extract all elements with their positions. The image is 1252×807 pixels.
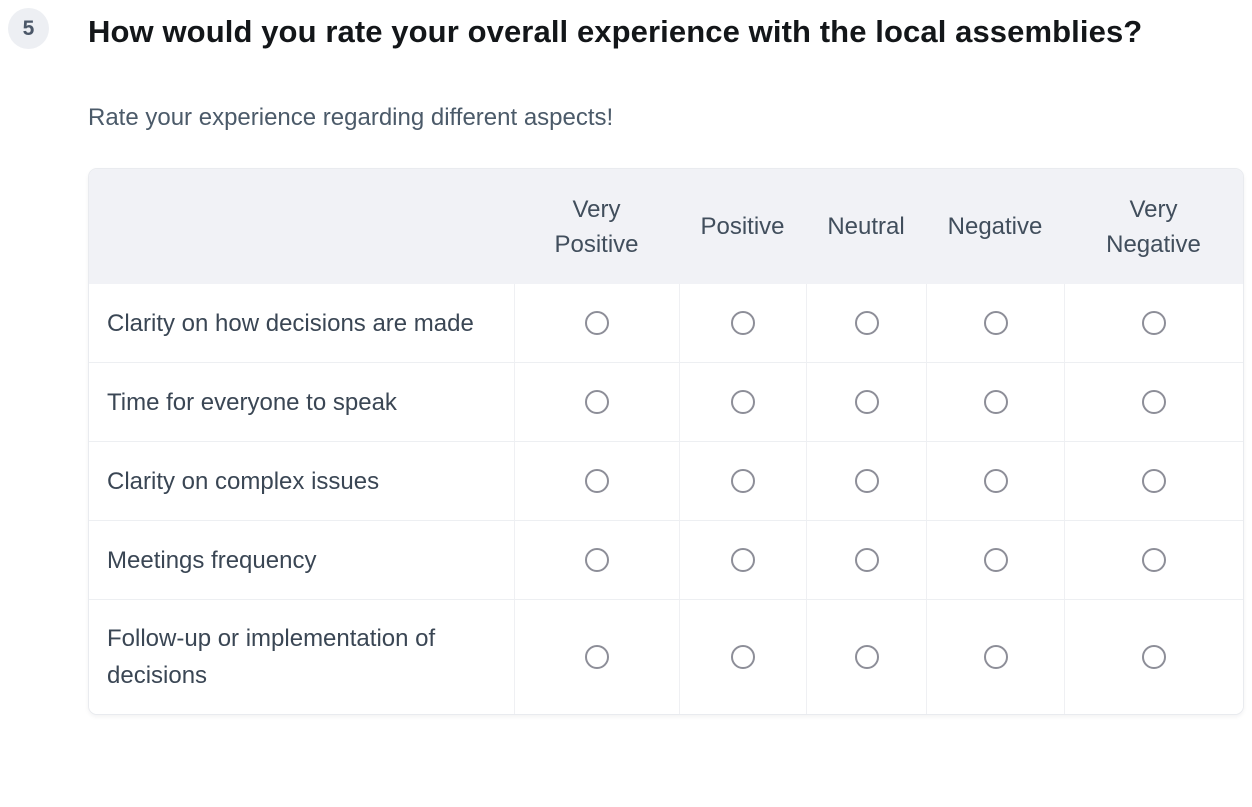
radio-r1-positive[interactable] bbox=[731, 311, 755, 335]
column-header-positive: Positive bbox=[700, 213, 785, 240]
radio-r4-very-positive[interactable] bbox=[585, 548, 609, 572]
radio-cell bbox=[806, 521, 926, 599]
question-number-badge: 5 bbox=[8, 8, 49, 49]
radio-cell bbox=[679, 284, 806, 362]
matrix-corner-cell bbox=[89, 169, 514, 284]
table-row: Clarity on complex issues bbox=[89, 441, 1243, 520]
matrix-header-row: Very Positive Positive Neutral Negative … bbox=[89, 169, 1243, 284]
question-content: How would you rate your overall experien… bbox=[88, 0, 1252, 720]
radio-cell bbox=[926, 600, 1064, 714]
radio-cell bbox=[806, 284, 926, 362]
row-label-complex-issues: Clarity on complex issues bbox=[107, 467, 380, 495]
radio-r1-negative[interactable] bbox=[983, 311, 1008, 335]
radio-r1-neutral[interactable] bbox=[854, 311, 879, 335]
table-row: Meetings frequency bbox=[89, 520, 1243, 599]
question-subtitle: Rate your experience regarding different… bbox=[88, 104, 614, 131]
radio-cell bbox=[514, 521, 679, 599]
radio-cell bbox=[806, 442, 926, 520]
table-row: Time for everyone to speak bbox=[89, 362, 1243, 441]
radio-cell bbox=[1064, 442, 1243, 520]
table-row: Follow-up or implementation of decisions bbox=[89, 599, 1243, 714]
radio-cell bbox=[806, 363, 926, 441]
row-label-follow-up: Follow-up or implementation of decisions bbox=[107, 625, 436, 689]
radio-r4-neutral[interactable] bbox=[854, 548, 879, 572]
radio-cell bbox=[806, 600, 926, 714]
radio-cell bbox=[926, 284, 1064, 362]
column-header-very-positive: Very Positive bbox=[554, 195, 639, 258]
radio-r4-very-negative[interactable] bbox=[1142, 548, 1166, 572]
radio-r5-very-positive[interactable] bbox=[585, 645, 609, 669]
radio-cell bbox=[514, 442, 679, 520]
radio-r5-negative[interactable] bbox=[983, 645, 1008, 669]
radio-cell bbox=[679, 521, 806, 599]
radio-r4-positive[interactable] bbox=[731, 548, 755, 572]
radio-r1-very-negative[interactable] bbox=[1142, 311, 1166, 335]
radio-r2-very-negative[interactable] bbox=[1142, 390, 1166, 414]
radio-r5-neutral[interactable] bbox=[854, 645, 879, 669]
row-label-meetings-frequency: Meetings frequency bbox=[107, 546, 317, 574]
radio-cell bbox=[679, 600, 806, 714]
radio-cell bbox=[514, 284, 679, 362]
radio-cell bbox=[679, 442, 806, 520]
column-header-neutral: Neutral bbox=[827, 213, 905, 240]
radio-r3-negative[interactable] bbox=[983, 469, 1008, 493]
radio-cell bbox=[1064, 363, 1243, 441]
column-header-very-negative: Very Negative bbox=[1106, 195, 1201, 258]
radio-cell bbox=[1064, 284, 1243, 362]
radio-r2-neutral[interactable] bbox=[854, 390, 879, 414]
radio-cell bbox=[514, 363, 679, 441]
radio-cell bbox=[926, 363, 1064, 441]
table-row: Clarity on how decisions are made bbox=[89, 284, 1243, 362]
radio-cell bbox=[926, 521, 1064, 599]
radio-r2-negative[interactable] bbox=[983, 390, 1008, 414]
radio-r2-positive[interactable] bbox=[731, 390, 755, 414]
radio-r4-negative[interactable] bbox=[983, 548, 1008, 572]
radio-r3-positive[interactable] bbox=[731, 469, 755, 493]
radio-r5-positive[interactable] bbox=[731, 645, 755, 669]
radio-cell bbox=[1064, 600, 1243, 714]
column-header-negative: Negative bbox=[947, 213, 1043, 240]
radio-r2-very-positive[interactable] bbox=[585, 390, 609, 414]
question-title: How would you rate your overall experien… bbox=[88, 14, 1143, 49]
radio-r3-very-positive[interactable] bbox=[585, 469, 609, 493]
radio-r3-very-negative[interactable] bbox=[1142, 469, 1166, 493]
radio-r5-very-negative[interactable] bbox=[1142, 645, 1166, 669]
radio-cell bbox=[514, 600, 679, 714]
radio-cell bbox=[1064, 521, 1243, 599]
radio-r1-very-positive[interactable] bbox=[585, 311, 609, 335]
row-label-clarity-decisions: Clarity on how decisions are made bbox=[107, 309, 474, 337]
radio-r3-neutral[interactable] bbox=[854, 469, 879, 493]
radio-cell bbox=[926, 442, 1064, 520]
matrix-table: Very Positive Positive Neutral Negative … bbox=[88, 168, 1244, 715]
radio-cell bbox=[679, 363, 806, 441]
row-label-time-to-speak: Time for everyone to speak bbox=[107, 388, 397, 416]
